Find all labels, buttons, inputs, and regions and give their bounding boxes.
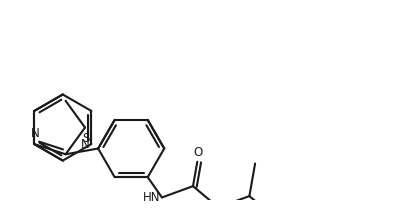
Text: HN: HN bbox=[143, 191, 160, 204]
Text: O: O bbox=[194, 146, 203, 159]
Text: N: N bbox=[31, 127, 40, 140]
Text: N: N bbox=[81, 138, 89, 150]
Text: S: S bbox=[82, 132, 90, 145]
